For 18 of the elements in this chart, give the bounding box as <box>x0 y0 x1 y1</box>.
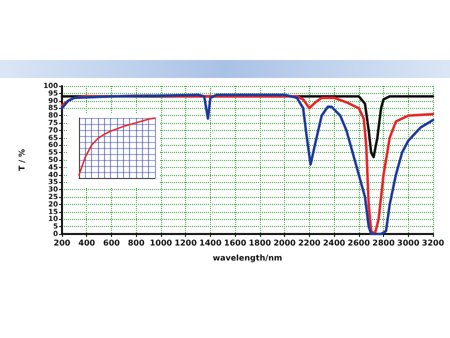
x-tick-label: 200 <box>54 238 71 248</box>
x-tick-label: 2200 <box>298 238 321 248</box>
x-tick-label: 800 <box>128 238 145 248</box>
y-axis-title: T / % <box>18 149 26 171</box>
x-tick-label: 1800 <box>248 238 272 248</box>
x-tick-label: 1600 <box>224 238 247 248</box>
x-tick-label: 1400 <box>199 238 222 248</box>
x-tick-label: 2000 <box>273 238 296 248</box>
x-tick-label: 3200 <box>422 238 445 248</box>
x-tick-label: 2600 <box>348 238 370 248</box>
x-tick-label: 1200 <box>174 238 198 248</box>
x-tick-label: 1000 <box>150 238 172 248</box>
x-tick-label: 3000 <box>397 238 420 248</box>
x-tick-label: 400 <box>78 238 96 248</box>
x-tick-label: 2400 <box>322 238 346 248</box>
x-tick-label: 2800 <box>372 238 396 248</box>
x-axis-title: wavelength/nm <box>212 254 282 262</box>
x-tick-label: 600 <box>103 238 120 248</box>
